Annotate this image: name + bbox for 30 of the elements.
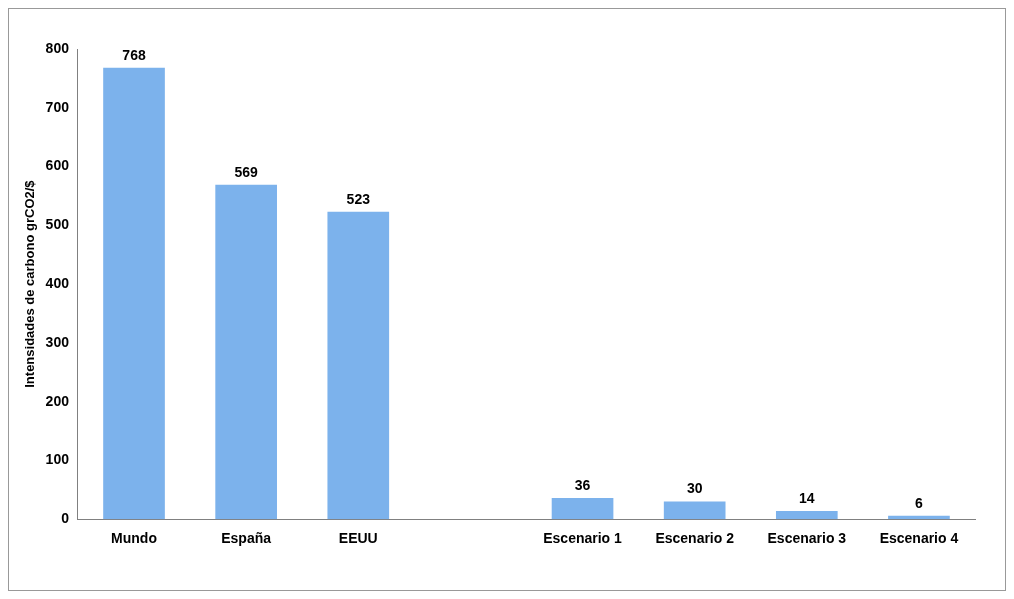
bar: [775, 510, 838, 520]
y-tick-label: 300: [45, 333, 70, 350]
x-tick-label: Escenario 2: [655, 530, 735, 547]
bar: [663, 501, 726, 520]
y-tick-label: 500: [45, 216, 70, 233]
x-tick-label: Escenario 1: [543, 530, 623, 547]
bar: [103, 67, 165, 520]
data-label: 6: [915, 494, 924, 511]
x-tick-label: Escenario 4: [879, 530, 959, 547]
y-tick-label: 400: [45, 274, 70, 291]
bar: [215, 184, 277, 520]
data-label: 523: [346, 190, 371, 207]
y-tick-label: 200: [45, 392, 70, 409]
y-axis-title: Intensidades de carbono grCO2/$: [22, 179, 38, 388]
data-label: 36: [574, 476, 591, 493]
x-tick-label: Escenario 3: [767, 530, 847, 547]
bar: [327, 211, 390, 520]
bar: [551, 498, 614, 520]
x-tick-label: España: [221, 530, 272, 547]
y-tick-label: 600: [45, 157, 70, 174]
data-label: 14: [799, 489, 815, 506]
y-tick-label: 800: [45, 39, 70, 56]
data-label: 569: [234, 163, 259, 180]
y-tick-label: 100: [45, 451, 70, 468]
x-tick-label: EEUU: [338, 530, 378, 547]
y-tick-label: 700: [45, 98, 70, 115]
x-tick-label: Mundo: [111, 530, 157, 547]
data-label: 30: [686, 480, 703, 497]
y-tick-label: 0: [61, 510, 70, 527]
data-label: 768: [122, 46, 146, 63]
